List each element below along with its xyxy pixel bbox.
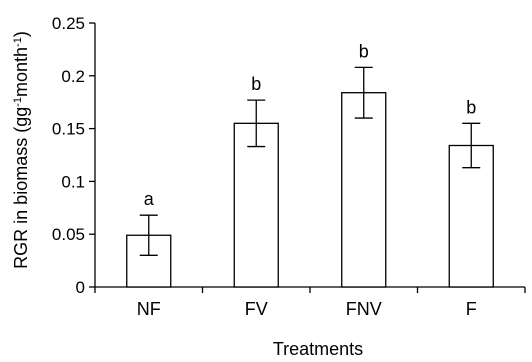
y-axis-title-suffix: ) [11, 31, 31, 37]
significance-letter: b [466, 97, 476, 117]
y-tick-label: 0.2 [61, 67, 85, 86]
y-tick-label: 0.1 [61, 172, 85, 191]
bar [126, 234, 172, 288]
y-tick-label: 0.05 [52, 225, 85, 244]
significance-letter: b [251, 74, 261, 94]
x-tick-label: FNV [346, 299, 382, 319]
x-axis-title: Treatments [273, 339, 363, 359]
y-axis-title-sup2: -1 [12, 37, 24, 47]
y-axis-title-prefix: RGR in biomass (gg [11, 107, 31, 269]
significance-letter: b [359, 41, 369, 61]
y-axis-title-middle: month [11, 47, 31, 97]
plot-area: 0 0.05 0.1 0.15 0.2 0.25 a NF b FV b FNV b F [52, 14, 526, 319]
y-tick-label: 0 [76, 278, 85, 297]
y-tick-label: 0.15 [52, 120, 85, 139]
x-tick-label: NF [137, 299, 161, 319]
bar [341, 92, 387, 288]
y-axis-title-sup1: -1 [12, 97, 24, 107]
y-tick-label: 0.25 [52, 14, 85, 33]
significance-letter: a [144, 189, 155, 209]
x-tick-label: FV [245, 299, 268, 319]
x-tick-label: F [466, 299, 477, 319]
y-axis-title: RGR in biomass (gg-1month-1) [11, 31, 31, 269]
bar [233, 122, 279, 288]
